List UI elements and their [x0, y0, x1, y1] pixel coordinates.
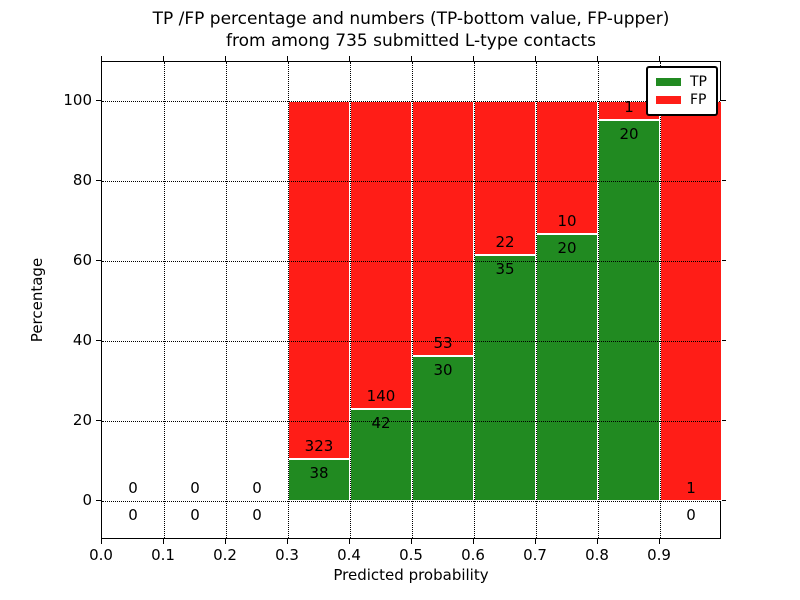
y-tick-mark-right: [721, 180, 726, 181]
chart-title-line1: TP /FP percentage and numbers (TP-bottom…: [152, 9, 670, 29]
x-axis-label: Predicted probability: [333, 566, 489, 584]
x-tick-mark: [473, 539, 474, 544]
x-tick-label: 0.2: [213, 546, 237, 564]
y-tick-mark: [96, 500, 101, 501]
x-tick-label: 0.9: [647, 546, 671, 564]
h-gridline: [102, 101, 720, 102]
chart-title: TP /FP percentage and numbers (TP-bottom…: [101, 8, 721, 52]
y-tick-mark: [96, 260, 101, 261]
fp-bar-segment: [288, 101, 350, 459]
tp-bar-segment: [474, 255, 536, 501]
tp-bar-segment: [536, 234, 598, 501]
y-tick-label: 100: [63, 91, 92, 109]
x-tick-mark-top: [535, 56, 536, 61]
legend-entry-tp: TP: [656, 75, 716, 89]
tp-count-label: 0: [686, 506, 696, 524]
h-gridline: [102, 421, 720, 422]
x-tick-mark-top: [597, 56, 598, 61]
h-gridline: [102, 261, 720, 262]
v-gridline: [598, 62, 599, 538]
x-tick-mark: [535, 539, 536, 544]
fp-count-label: 0: [190, 479, 200, 497]
y-tick-mark-right: [721, 260, 726, 261]
x-tick-label: 0.1: [151, 546, 175, 564]
x-tick-label: 0.0: [89, 546, 113, 564]
x-tick-mark: [101, 539, 102, 544]
x-tick-mark: [411, 539, 412, 544]
x-tick-mark: [287, 539, 288, 544]
x-tick-label: 0.3: [275, 546, 299, 564]
y-axis-label: Percentage: [28, 257, 46, 343]
x-tick-mark: [163, 539, 164, 544]
v-gridline: [412, 62, 413, 538]
x-tick-mark-top: [473, 56, 474, 61]
x-tick-mark-top: [101, 56, 102, 61]
x-tick-mark: [659, 539, 660, 544]
x-tick-label: 0.6: [461, 546, 485, 564]
x-tick-label: 0.4: [337, 546, 361, 564]
v-gridline: [536, 62, 537, 538]
fp-bar-segment: [536, 101, 598, 235]
y-tick-mark: [96, 180, 101, 181]
tp-count-label: 0: [252, 506, 262, 524]
legend: TP FP: [646, 66, 718, 116]
y-tick-mark-right: [721, 100, 726, 101]
y-tick-label: 60: [72, 251, 92, 269]
v-gridline: [164, 62, 165, 538]
chart-title-line2: from among 735 submitted L-type contacts: [225, 31, 596, 51]
tp-bar-segment: [412, 356, 474, 501]
tp-count-label: 0: [190, 506, 200, 524]
x-tick-mark: [597, 539, 598, 544]
legend-entry-fp: FP: [656, 93, 716, 107]
y-tick-label: 40: [72, 331, 92, 349]
legend-label-fp: FP: [690, 92, 707, 108]
y-tick-mark: [96, 420, 101, 421]
x-tick-mark-top: [163, 56, 164, 61]
x-tick-mark-top: [349, 56, 350, 61]
y-tick-label: 0: [82, 491, 92, 509]
y-tick-mark: [96, 100, 101, 101]
h-gridline: [102, 501, 720, 502]
x-tick-mark-top: [225, 56, 226, 61]
tp-bar-segment: [350, 408, 412, 501]
y-tick-mark-right: [721, 500, 726, 501]
y-tick-mark: [96, 340, 101, 341]
fp-bar-segment: [660, 101, 722, 501]
bar-layer: [102, 62, 722, 538]
x-tick-label: 0.5: [399, 546, 423, 564]
x-tick-mark-top: [411, 56, 412, 61]
y-tick-mark-right: [721, 340, 726, 341]
h-gridline: [102, 181, 720, 182]
fp-count-label: 0: [252, 479, 262, 497]
x-tick-mark-top: [659, 56, 660, 61]
fp-bar-segment: [412, 101, 474, 357]
fp-count-label: 0: [128, 479, 138, 497]
fp-legend-swatch: [656, 96, 681, 104]
tp-bar-segment: [288, 458, 350, 501]
h-gridline: [102, 341, 720, 342]
x-tick-mark: [349, 539, 350, 544]
y-tick-label: 80: [72, 171, 92, 189]
fp-bar-segment: [474, 101, 536, 256]
legend-label-tp: TP: [690, 74, 707, 90]
tp-bar-segment: [598, 120, 660, 501]
plot-area: 0 0 0 0 0 0 323 38 140 42 53 30 22 35 10 20 1 20 1 0 TP FP: [101, 61, 722, 539]
y-tick-label: 20: [72, 411, 92, 429]
v-gridline: [350, 62, 351, 538]
fp-bar-segment: [350, 101, 412, 409]
y-tick-mark-right: [721, 420, 726, 421]
tp-legend-swatch: [656, 78, 681, 86]
x-tick-label: 0.7: [523, 546, 547, 564]
v-gridline: [226, 62, 227, 538]
x-tick-mark: [225, 539, 226, 544]
x-tick-label: 0.8: [585, 546, 609, 564]
tp-count-label: 0: [128, 506, 138, 524]
v-gridline: [474, 62, 475, 538]
v-gridline: [660, 62, 661, 538]
grid-layer: [102, 62, 720, 538]
x-tick-mark-top: [287, 56, 288, 61]
v-gridline: [288, 62, 289, 538]
